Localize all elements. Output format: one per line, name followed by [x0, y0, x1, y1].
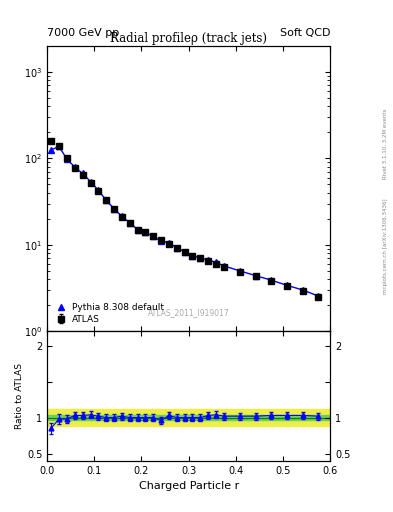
Y-axis label: Ratio to ATLAS: Ratio to ATLAS: [15, 363, 24, 429]
Pythia 8.308 default: [182, 249, 187, 255]
Pythia 8.308 default: [167, 240, 171, 246]
Pythia 8.308 default: [64, 156, 69, 162]
Pythia 8.308 default: [300, 287, 305, 293]
Pythia 8.308 default: [316, 293, 321, 299]
Pythia 8.308 default: [96, 187, 101, 193]
Pythia 8.308 default: [237, 268, 242, 274]
Pythia 8.308 default: [285, 282, 289, 288]
Pythia 8.308 default: [269, 277, 274, 283]
Pythia 8.308 default: [112, 206, 116, 212]
Text: 7000 GeV pp: 7000 GeV pp: [47, 28, 119, 38]
Pythia 8.308 default: [151, 233, 156, 240]
Pythia 8.308 default: [198, 255, 203, 261]
Bar: [47, 409, 330, 426]
Pythia 8.308 default: [80, 170, 85, 177]
Legend: Pythia 8.308 default, ATLAS: Pythia 8.308 default, ATLAS: [51, 301, 166, 327]
Text: Soft QCD: Soft QCD: [280, 28, 330, 38]
Pythia 8.308 default: [57, 143, 61, 150]
Pythia 8.308 default: [72, 164, 77, 170]
Pythia 8.308 default: [214, 260, 219, 266]
Pythia 8.308 default: [253, 272, 258, 279]
Line: Pythia 8.308 default: Pythia 8.308 default: [48, 143, 321, 299]
Bar: [47, 415, 330, 420]
Text: Rivet 3.1.10, 3.2M events: Rivet 3.1.10, 3.2M events: [383, 108, 387, 179]
Pythia 8.308 default: [135, 226, 140, 232]
Pythia 8.308 default: [119, 213, 124, 219]
Text: ATLAS_2011_I919017: ATLAS_2011_I919017: [148, 308, 230, 317]
Pythia 8.308 default: [206, 257, 211, 263]
Pythia 8.308 default: [143, 229, 148, 236]
Pythia 8.308 default: [159, 238, 163, 244]
Title: Radial profileρ (track jets): Radial profileρ (track jets): [110, 32, 267, 45]
Pythia 8.308 default: [104, 197, 108, 203]
Pythia 8.308 default: [190, 252, 195, 259]
Pythia 8.308 default: [88, 179, 93, 185]
Pythia 8.308 default: [174, 245, 179, 251]
Pythia 8.308 default: [127, 220, 132, 226]
Pythia 8.308 default: [49, 147, 53, 153]
Text: mcplots.cern.ch [arXiv:1306.3436]: mcplots.cern.ch [arXiv:1306.3436]: [383, 198, 387, 293]
X-axis label: Charged Particle r: Charged Particle r: [138, 481, 239, 491]
Pythia 8.308 default: [222, 263, 226, 269]
